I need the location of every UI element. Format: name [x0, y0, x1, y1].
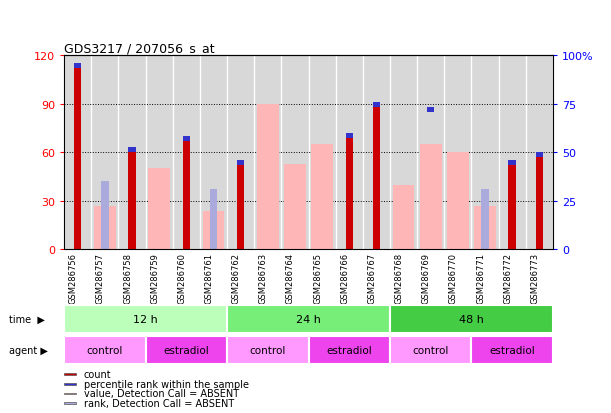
Bar	[481, 190, 489, 250]
Text: GSM286766: GSM286766	[340, 253, 349, 304]
Text: time  ▶: time ▶	[9, 314, 45, 324]
Bar	[203, 211, 224, 250]
Text: GSM286759: GSM286759	[150, 253, 159, 303]
Bar	[64, 373, 76, 375]
Text: percentile rank within the sample: percentile rank within the sample	[84, 379, 249, 389]
Text: GSM286771: GSM286771	[476, 253, 485, 304]
Text: GSM286756: GSM286756	[68, 253, 78, 304]
Text: GDS3217 / 207056_s_at: GDS3217 / 207056_s_at	[64, 42, 215, 55]
Text: estradiol: estradiol	[164, 345, 209, 355]
Bar	[64, 383, 76, 385]
Bar	[210, 190, 218, 250]
Text: GSM286765: GSM286765	[313, 253, 322, 304]
Bar	[536, 153, 543, 250]
Bar	[508, 161, 516, 166]
Bar	[74, 64, 81, 250]
Text: GSM286761: GSM286761	[205, 253, 213, 304]
Text: control: control	[87, 345, 123, 355]
Bar	[390, 305, 553, 333]
Bar	[508, 161, 516, 250]
Text: GSM286758: GSM286758	[123, 253, 132, 304]
Text: value, Detection Call = ABSENT: value, Detection Call = ABSENT	[84, 388, 239, 399]
Bar	[94, 206, 115, 250]
Text: GSM286757: GSM286757	[96, 253, 105, 304]
Bar	[128, 148, 136, 250]
Bar	[227, 305, 390, 333]
Bar	[447, 153, 469, 250]
Text: 24 h: 24 h	[296, 314, 321, 324]
Text: control: control	[250, 345, 286, 355]
Bar	[64, 392, 76, 394]
Bar	[346, 133, 353, 250]
Text: count: count	[84, 369, 111, 380]
Bar	[373, 103, 380, 250]
Bar	[64, 305, 227, 333]
Bar	[128, 148, 136, 153]
Text: GSM286762: GSM286762	[232, 253, 241, 304]
Text: estradiol: estradiol	[489, 345, 535, 355]
Bar	[145, 336, 227, 364]
Bar	[474, 206, 496, 250]
Bar	[536, 153, 543, 158]
Bar	[64, 402, 76, 404]
Bar	[257, 104, 279, 250]
Bar	[101, 182, 109, 250]
Text: GSM286770: GSM286770	[449, 253, 458, 304]
Text: GSM286772: GSM286772	[503, 253, 512, 304]
Text: GSM286763: GSM286763	[259, 253, 268, 304]
Bar	[393, 185, 414, 250]
Text: GSM286767: GSM286767	[367, 253, 376, 304]
Bar	[373, 103, 380, 107]
Bar	[148, 169, 170, 250]
Text: 12 h: 12 h	[133, 314, 158, 324]
Bar	[284, 164, 306, 250]
Text: estradiol: estradiol	[326, 345, 372, 355]
Bar	[309, 336, 390, 364]
Text: GSM286769: GSM286769	[422, 253, 431, 304]
Text: GSM286760: GSM286760	[177, 253, 186, 304]
Bar	[472, 336, 553, 364]
Text: GSM286764: GSM286764	[286, 253, 295, 304]
Bar	[390, 336, 472, 364]
Bar	[420, 145, 442, 250]
Bar	[237, 161, 244, 250]
Bar	[237, 161, 244, 166]
Bar	[74, 64, 81, 69]
Bar	[227, 336, 309, 364]
Bar	[64, 336, 145, 364]
Text: 48 h: 48 h	[459, 314, 484, 324]
Text: GSM286768: GSM286768	[395, 253, 404, 304]
Text: agent ▶: agent ▶	[9, 345, 48, 355]
Bar	[183, 137, 190, 142]
Bar	[346, 133, 353, 138]
Bar	[311, 145, 333, 250]
Bar	[183, 137, 190, 250]
Bar	[427, 108, 434, 113]
Text: rank, Detection Call = ABSENT: rank, Detection Call = ABSENT	[84, 398, 234, 408]
Text: GSM286773: GSM286773	[530, 253, 540, 304]
Text: control: control	[412, 345, 449, 355]
